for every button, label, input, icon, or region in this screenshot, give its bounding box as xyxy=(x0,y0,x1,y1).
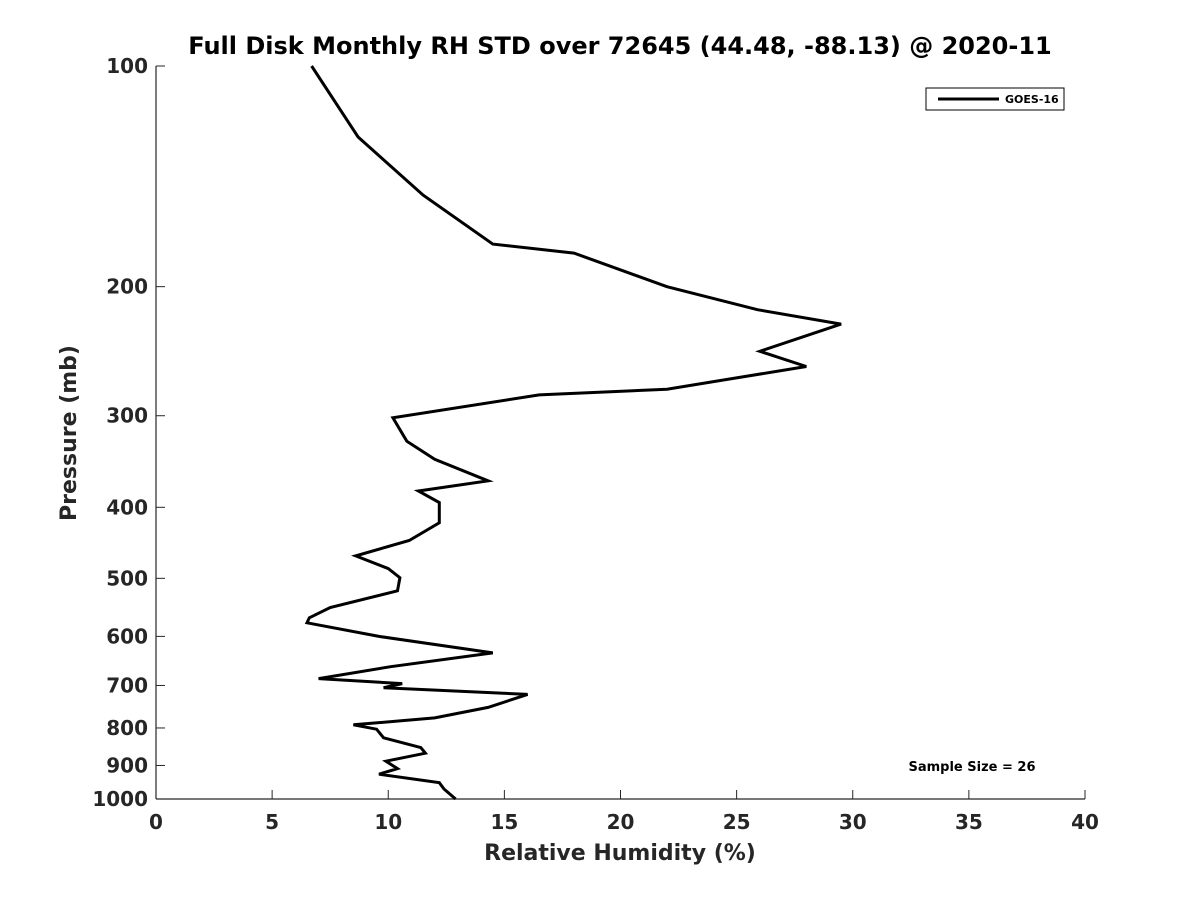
legend-label: GOES-16 xyxy=(1005,93,1059,106)
x-tick-label: 5 xyxy=(265,810,279,834)
y-tick-label: 1000 xyxy=(92,787,148,811)
series-layer xyxy=(304,65,842,801)
y-axis-ticks: 100 200 300 400 500 600 700 800 900 1000 xyxy=(92,54,165,811)
x-axis-ticks: 0 5 10 15 20 25 30 35 40 xyxy=(149,790,1099,834)
x-tick-label: 40 xyxy=(1071,810,1099,834)
x-tick-label: 30 xyxy=(839,810,867,834)
y-tick-label: 100 xyxy=(106,54,148,78)
y-tick-label: 200 xyxy=(106,275,148,299)
axes-frame xyxy=(155,66,1085,800)
y-tick-label: 800 xyxy=(106,716,148,740)
x-tick-label: 35 xyxy=(955,810,983,834)
x-tick-label: 0 xyxy=(149,810,163,834)
sample-size-annotation: Sample Size = 26 xyxy=(908,760,1035,775)
x-tick-label: 20 xyxy=(607,810,635,834)
chart-title: Full Disk Monthly RH STD over 72645 (44.… xyxy=(188,32,1051,60)
x-tick-label: 25 xyxy=(723,810,751,834)
y-tick-label: 500 xyxy=(106,566,148,590)
series-line-goes-16 xyxy=(304,65,842,801)
y-tick-label: 700 xyxy=(106,673,148,697)
x-axis-label: Relative Humidity (%) xyxy=(484,841,756,866)
y-tick-label: 600 xyxy=(106,624,148,648)
x-tick-label: 10 xyxy=(374,810,402,834)
y-axis-label: Pressure (mb) xyxy=(57,345,82,521)
y-tick-label: 300 xyxy=(106,404,148,428)
x-tick-label: 15 xyxy=(490,810,518,834)
legend: GOES-16 xyxy=(925,87,1065,111)
y-tick-label: 900 xyxy=(106,753,148,777)
y-tick-label: 400 xyxy=(106,495,148,519)
